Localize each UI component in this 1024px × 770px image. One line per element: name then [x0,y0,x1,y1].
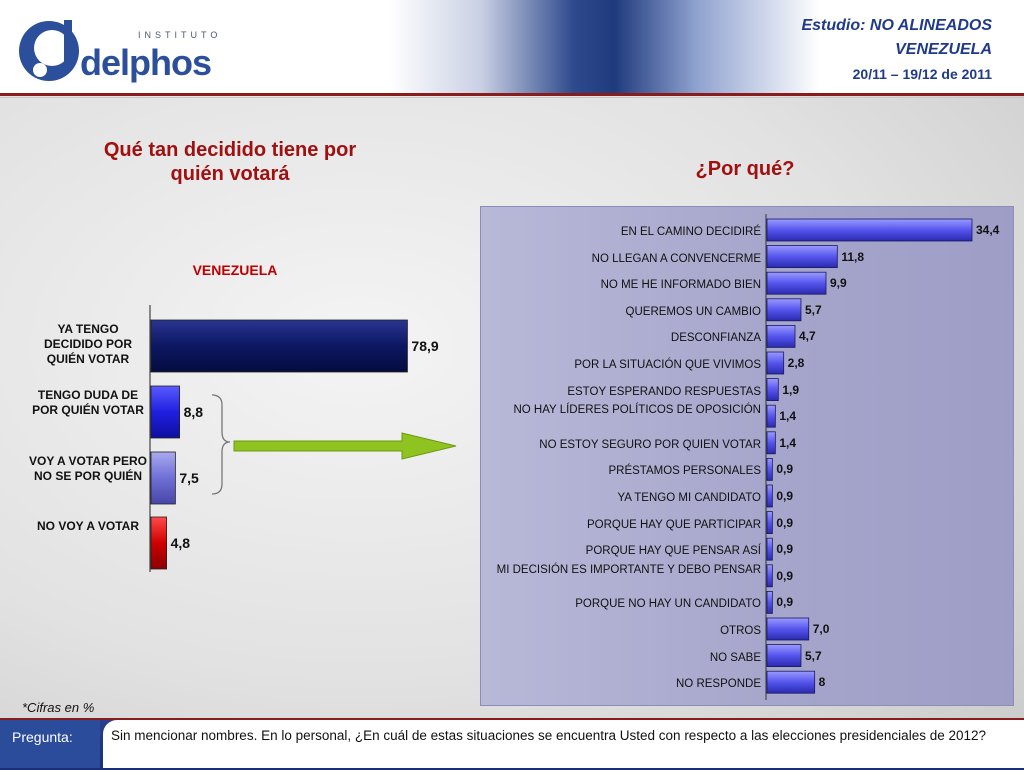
right-value-label: 1,4 [779,435,797,450]
left-category-label: NO VOY A VOTAR [36,519,139,533]
right-category-label: NO RESPONDE [676,678,761,691]
right-bar [766,670,816,694]
right-bar [766,591,773,614]
right-category-label: PRÉSTAMOS PERSONALES [608,465,761,478]
question-text: Sin mencionar nombres. En lo personal, ¿… [111,728,987,743]
right-category-label: YA TENGO MI CANDIDATO [617,492,761,504]
left-bar-chart [149,305,457,572]
right-value-label: 0,9 [776,568,794,583]
right-category-label: NO HAY LÍDERES POLÍTICOS DE OPOSICIÓN [513,404,761,417]
right-bar [766,298,802,322]
right-value-label: 1,9 [782,382,799,397]
left-category-label: VOY A VOTAR PERO NO SE POR QUIÉN [28,454,148,483]
right-bar [766,431,776,455]
left-bar [150,319,408,373]
header-divider [0,93,1024,96]
right-value-label: 4,7 [799,329,816,344]
left-value-label: 78,9 [411,338,439,354]
left-bar [150,451,176,505]
right-value-label: 0,9 [776,595,794,610]
question-label: Pregunta: [12,729,73,745]
right-category-label: QUEREMOS UN CAMBIO [625,305,761,318]
right-bar [766,457,773,481]
question-label-box [0,720,100,768]
footnote: *Cifras en % [22,700,95,715]
right-category-label: POR LA SITUACIÓN QUE VIVIMOS [574,359,761,371]
left-category-label: TENGO DUDA DE POR QUIÉN VOTAR [32,388,144,417]
right-category-label: ESTOY ESPERANDO RESPUESTAS [567,385,761,398]
right-chart-title: ¿Por qué? [695,158,795,180]
right-value-label: 8 [818,675,826,690]
right-category-label: NO ESTOY SEGURO POR QUIEN VOTAR [539,438,761,451]
right-bar [766,218,973,242]
right-value-label: 5,7 [804,648,822,663]
right-chart-panel [480,206,1014,706]
right-bar [766,564,773,588]
logo-icon [19,20,79,81]
right-value-label: 2,8 [787,356,805,370]
left-chart-title: Qué tan decidido tiene por quién votará [103,139,357,185]
right-bar [766,644,802,667]
right-bar [766,511,773,535]
left-category-label: YA TENGO DECIDIDO POR QUIÉN VOTAR [43,322,132,366]
left-value-label: 8,8 [183,404,204,420]
right-value-label: 0,9 [776,462,794,477]
group-brace [211,394,231,495]
logo-subtitle: INSTITUTO [138,30,222,40]
right-category-label: PORQUE HAY QUE PENSAR ASÍ [585,545,761,558]
right-category-label: EN EL CAMINO DECIDIRÉ [620,226,761,238]
left-value-label: 4,8 [170,535,191,551]
right-value-label: 0,9 [776,489,794,503]
question-box [103,720,1024,768]
right-bar [766,484,773,508]
right-value-label: 1,4 [779,409,797,424]
right-bar-chart [765,214,973,700]
right-bar [766,617,810,641]
right-category-label: MI DECISIÓN ES IMPORTANTE Y DEBO PENSAR [496,563,761,576]
arrow-icon [233,432,457,460]
logo-wordmark: delphos [80,42,212,83]
right-bar [766,537,773,561]
right-category-label: NO LLEGAN A CONVENCERME [591,252,761,265]
right-value-label: 9,9 [829,276,847,291]
right-value-label: 0,9 [776,515,794,530]
right-category-label: PORQUE NO HAY UN CANDIDATO [575,598,761,611]
right-value-label: 11,8 [841,249,865,264]
study-title: Estudio: NO ALINEADOS VENEZUELA [801,14,992,62]
study-country: VENEZUELA [895,41,992,58]
left-value-label: 7,5 [179,470,199,486]
right-bar [766,271,827,295]
header-divider-thin [0,97,1024,98]
study-name: Estudio: NO ALINEADOS [801,17,992,34]
right-value-label: 7,0 [812,622,830,636]
right-bar [766,245,838,269]
left-bar [150,516,168,570]
right-category-label: PORQUE HAY QUE PARTICIPAR [586,518,761,531]
right-category-label: OTROS [720,625,761,637]
right-bar [766,378,779,402]
right-bar [766,351,785,375]
right-bar [766,324,796,348]
right-value-label: 0,9 [776,542,794,557]
study-date: 20/11 – 19/12 de 2011 [852,66,992,82]
right-category-label: DESCONFIANZA [670,332,761,345]
right-value-label: 34,4 [976,223,1000,237]
header-banner [0,0,1024,93]
left-chart-subtitle: VENEZUELA [192,262,278,278]
right-value-label: 5,7 [804,302,822,317]
right-bar [766,404,776,428]
left-bar [150,385,181,439]
right-category-label: NO SABE [709,651,761,664]
right-category-label: NO ME HE INFORMADO BIEN [600,279,761,292]
